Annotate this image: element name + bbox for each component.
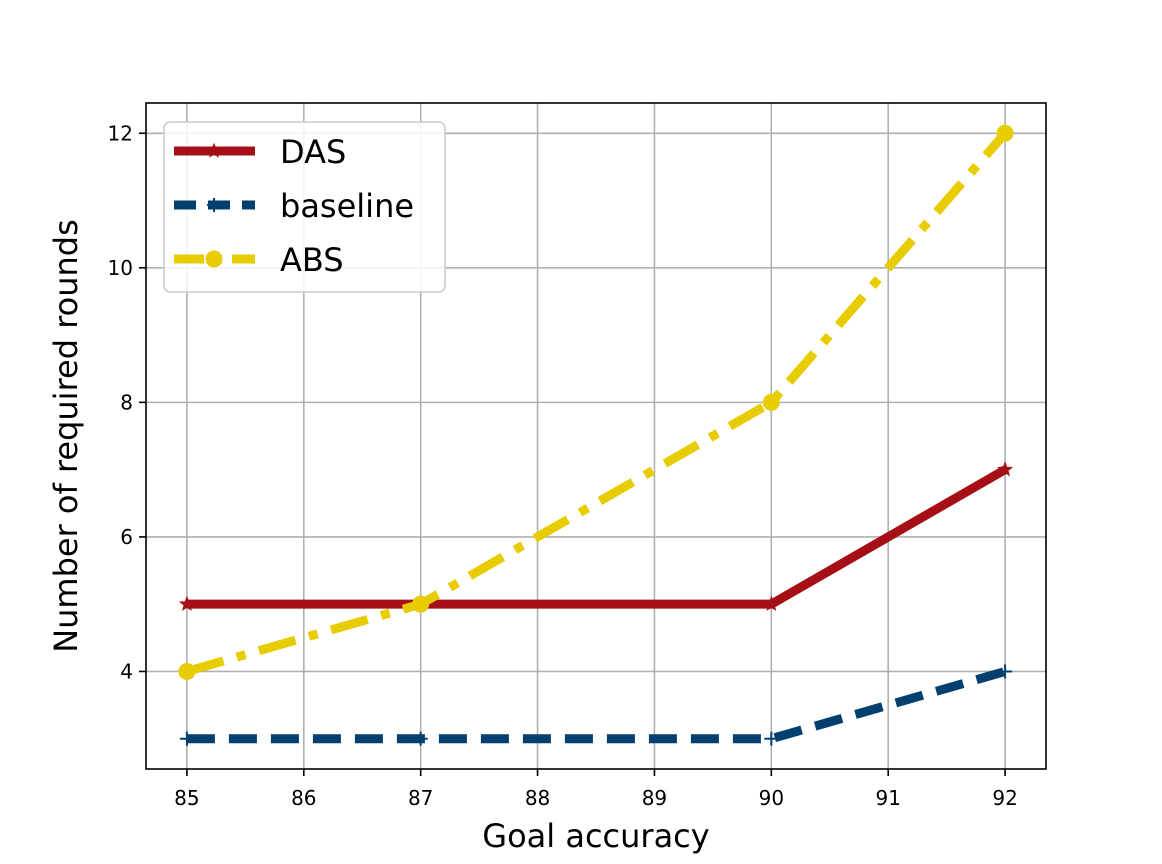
y-tick-label: 10 (108, 256, 133, 280)
plot-frame (145, 102, 1047, 770)
data-point-baseline (179, 731, 194, 746)
data-point-ABS (412, 595, 430, 613)
x-tick-label: 89 (642, 786, 667, 810)
legend-label: DAS (280, 133, 346, 171)
legend-marker (207, 198, 221, 212)
y-tick-label: 8 (120, 390, 133, 414)
x-axis-ticks: 85 86 87 88 89 90 91 92 (174, 769, 1018, 810)
data-point-ABS (996, 124, 1014, 142)
x-tick-label: 92 (992, 786, 1017, 810)
series-ABS (178, 124, 1014, 680)
legend-box (163, 121, 446, 293)
data-point-DAS (178, 595, 195, 611)
x-tick-label: 90 (759, 786, 784, 810)
data-point-ABS (762, 393, 780, 411)
series-line-baseline (186, 667, 1007, 744)
y-axis-label: Number of required rounds (47, 219, 85, 653)
data-point-DAS (763, 595, 780, 611)
x-tick-label: 91 (875, 786, 900, 810)
legend-entry-ABS: ABS (174, 241, 344, 279)
legend-marker (206, 142, 222, 158)
series-lines (178, 124, 1014, 746)
y-tick-label: 12 (108, 121, 133, 145)
x-tick-label: 85 (174, 786, 199, 810)
legend-entry-DAS: DAS (174, 133, 346, 171)
series-baseline (179, 664, 1013, 746)
data-point-DAS (997, 461, 1014, 477)
series-line-DAS (186, 465, 1008, 609)
legend-label: ABS (280, 241, 344, 279)
series-line-ABS (185, 130, 1009, 676)
data-point-baseline (413, 731, 428, 746)
y-tick-label: 6 (120, 525, 133, 549)
x-tick-label: 88 (525, 786, 550, 810)
x-axis-label: Goal accuracy (482, 817, 709, 855)
data-point-baseline (764, 731, 779, 746)
legend-label: baseline (280, 187, 414, 225)
data-point-baseline (998, 664, 1013, 679)
data-point-ABS (178, 662, 196, 680)
y-axis-ticks: 4 6 8 10 12 (108, 121, 146, 683)
y-tick-label: 4 (120, 659, 133, 683)
legend-marker (205, 250, 223, 268)
x-tick-label: 86 (291, 786, 316, 810)
legend: DAS baseline ABS (163, 121, 446, 293)
x-tick-label: 87 (408, 786, 433, 810)
legend-entry-baseline: baseline (174, 187, 414, 225)
